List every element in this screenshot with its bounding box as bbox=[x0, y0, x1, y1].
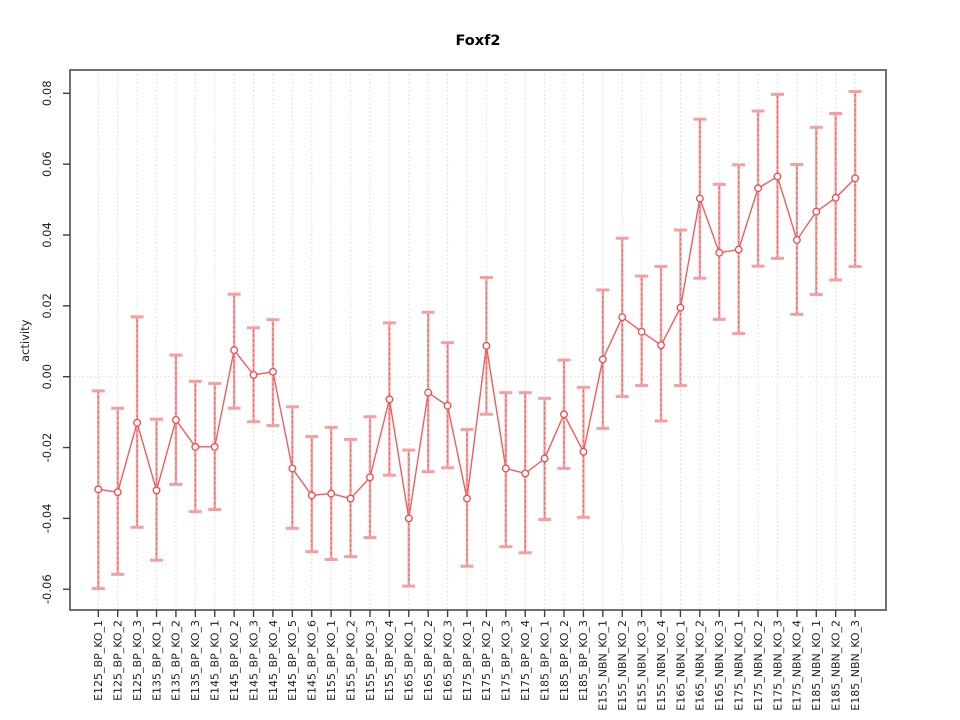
data-point bbox=[404, 514, 413, 523]
x-tick-label: E145_BP_KO_2 bbox=[228, 620, 241, 701]
data-point bbox=[676, 303, 685, 312]
x-tick-label: E125_BP_KO_1 bbox=[92, 620, 105, 701]
x-tick-label: E145_BP_KO_1 bbox=[209, 620, 222, 701]
data-point bbox=[695, 194, 704, 203]
x-tick-label: E175_BP_KO_2 bbox=[480, 620, 493, 701]
x-tick-label: E155_BP_KO_2 bbox=[344, 620, 357, 701]
x-tick-label: E125_BP_KO_3 bbox=[131, 620, 144, 701]
data-point bbox=[288, 464, 297, 473]
data-point bbox=[521, 469, 530, 478]
x-tick-label: E145_BP_KO_3 bbox=[247, 620, 260, 701]
x-tick-label: E165_NBN_KO_3 bbox=[713, 620, 726, 711]
data-point bbox=[191, 442, 200, 451]
y-tick-label: 0.04 bbox=[40, 222, 54, 248]
x-tick-label: E155_NBN_KO_1 bbox=[597, 620, 610, 711]
x-tick-label: E175_NBN_KO_1 bbox=[732, 620, 745, 711]
data-point bbox=[560, 410, 568, 419]
x-tick-label: E175_NBN_KO_3 bbox=[771, 620, 784, 711]
y-tick-label: -0.04 bbox=[40, 504, 54, 534]
x-tick-label: E165_BP_KO_3 bbox=[441, 620, 454, 701]
x-tick-label: E135_BP_KO_1 bbox=[150, 620, 163, 701]
x-tick-label: E125_BP_KO_2 bbox=[112, 620, 125, 701]
x-tick-label: E175_NBN_KO_2 bbox=[752, 620, 765, 711]
y-tick-label: 0.08 bbox=[40, 80, 54, 106]
data-point bbox=[734, 245, 743, 254]
y-tick-label: 0.02 bbox=[40, 293, 54, 319]
x-tick-label: E155_NBN_KO_4 bbox=[655, 620, 668, 711]
y-tick-label: -0.02 bbox=[40, 433, 54, 463]
data-point bbox=[657, 341, 665, 350]
data-point bbox=[385, 395, 394, 404]
x-tick-label: E155_BP_KO_1 bbox=[325, 620, 338, 701]
data-point bbox=[443, 401, 452, 410]
data-point bbox=[171, 415, 180, 424]
data-point bbox=[94, 485, 103, 494]
data-point bbox=[307, 491, 316, 500]
x-tick-label: E155_NBN_KO_2 bbox=[616, 620, 629, 711]
data-point bbox=[637, 327, 646, 336]
x-tick-label: E165_BP_KO_1 bbox=[403, 620, 416, 701]
data-point bbox=[851, 174, 860, 183]
y-tick-label: 0.06 bbox=[40, 151, 54, 177]
x-tick-label: E135_BP_KO_3 bbox=[189, 620, 202, 701]
x-tick-label: E145_BP_KO_4 bbox=[267, 620, 280, 701]
x-tick-label: E145_BP_KO_5 bbox=[286, 620, 299, 701]
data-point bbox=[482, 341, 491, 350]
data-point bbox=[366, 473, 374, 482]
data-point bbox=[268, 367, 277, 376]
data-point bbox=[618, 313, 627, 322]
x-tick-label: E145_BP_KO_6 bbox=[306, 620, 319, 701]
data-point bbox=[754, 184, 763, 193]
data-point bbox=[113, 488, 122, 497]
x-tick-label: E185_BP_KO_2 bbox=[558, 620, 571, 701]
x-tick-label: E175_BP_KO_4 bbox=[519, 620, 532, 701]
x-tick-label: E185_BP_KO_1 bbox=[538, 620, 551, 701]
x-tick-label: E155_NBN_KO_3 bbox=[635, 620, 648, 711]
x-tick-label: E165_BP_KO_2 bbox=[422, 620, 435, 701]
x-tick-label: E185_NBN_KO_2 bbox=[829, 620, 842, 711]
x-tick-label: E165_NBN_KO_1 bbox=[674, 620, 687, 711]
x-tick-label: E185_BP_KO_3 bbox=[577, 620, 590, 701]
y-tick-label: -0.06 bbox=[40, 574, 54, 604]
data-point bbox=[715, 248, 724, 257]
x-tick-label: E165_NBN_KO_2 bbox=[694, 620, 707, 711]
x-tick-label: E175_BP_KO_1 bbox=[461, 620, 474, 701]
y-tick-label: 0.00 bbox=[40, 364, 54, 390]
x-tick-label: E155_BP_KO_4 bbox=[383, 620, 396, 701]
x-tick-label: E185_NBN_KO_3 bbox=[849, 620, 862, 711]
data-point bbox=[463, 494, 471, 503]
plot-box bbox=[69, 69, 887, 611]
data-point bbox=[346, 494, 355, 503]
data-point bbox=[773, 172, 782, 181]
data-point bbox=[152, 486, 161, 495]
data-point bbox=[598, 355, 607, 364]
x-tick-label: E135_BP_KO_2 bbox=[170, 620, 183, 701]
data-line bbox=[98, 175, 856, 519]
data-point bbox=[812, 207, 821, 216]
data-point bbox=[501, 464, 510, 473]
data-point bbox=[210, 442, 219, 451]
data-point bbox=[831, 193, 840, 202]
x-tick-label: E185_NBN_KO_1 bbox=[810, 620, 823, 711]
x-tick-label: E175_BP_KO_3 bbox=[500, 620, 513, 701]
x-tick-label: E155_BP_KO_3 bbox=[364, 620, 377, 701]
data-point bbox=[249, 370, 258, 379]
data-point bbox=[133, 418, 142, 427]
chart-title: Foxf2 bbox=[455, 33, 501, 49]
data-point bbox=[579, 447, 588, 456]
data-point bbox=[230, 346, 239, 355]
data-point bbox=[327, 489, 336, 498]
data-point bbox=[424, 388, 433, 397]
data-point bbox=[540, 454, 549, 463]
data-point bbox=[792, 236, 801, 244]
x-tick-label: E175_NBN_KO_4 bbox=[791, 620, 804, 711]
